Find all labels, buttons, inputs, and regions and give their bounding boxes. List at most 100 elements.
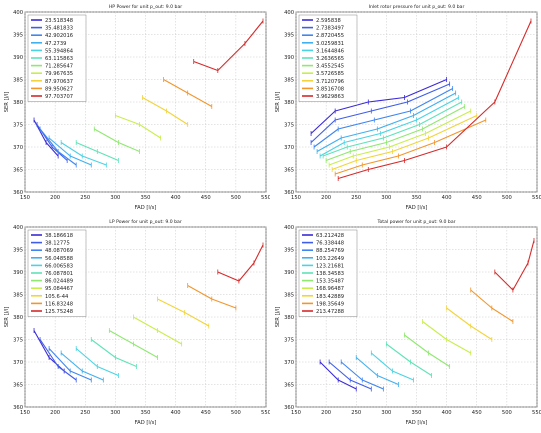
legend-label: 153.35487 <box>316 279 344 285</box>
x-tick-label: 500 <box>502 195 512 201</box>
chart-svg: Inlet rotor pressure for unit p_out: 9.0… <box>275 4 541 211</box>
legend-label: 89.950627 <box>45 86 73 92</box>
y-tick-label: 380 <box>13 100 23 106</box>
y-tick-label: 370 <box>13 360 23 366</box>
legend-label: 116.83248 <box>45 301 73 307</box>
x-tick-label: 250 <box>351 195 361 201</box>
x-tick-label: 150 <box>291 195 301 201</box>
legend-label: 38.12775 <box>45 241 70 247</box>
chart-title: LP Power for unit p_out: 9.0 bar <box>109 219 182 225</box>
legend-label: 138.34583 <box>316 271 344 277</box>
y-tick-label: 395 <box>284 32 294 38</box>
x-tick-label: 500 <box>231 195 241 201</box>
x-tick-label: 150 <box>291 410 301 416</box>
x-tick-label: 300 <box>381 195 391 201</box>
legend-label: 3.0259831 <box>316 41 344 47</box>
y-tick-label: 400 <box>284 10 294 16</box>
y-tick-label: 390 <box>13 55 23 61</box>
x-tick-label: 350 <box>412 410 422 416</box>
x-axis-label: FAD [l/s] <box>406 205 428 211</box>
chart-svg: HP Power for unit p_out: 9.0 bar 150 200 25… <box>4 4 271 211</box>
y-tick-label: 360 <box>284 405 294 411</box>
legend-label: 87.970637 <box>45 79 73 85</box>
legend-label: 55.394864 <box>45 48 74 54</box>
x-axis-label: FAD [l/s] <box>135 420 157 426</box>
legend-label: 86.024489 <box>45 279 73 285</box>
series-line <box>193 20 264 72</box>
x-axis-label: FAD [l/s] <box>135 205 157 211</box>
x-tick-label: 500 <box>502 410 512 416</box>
y-tick-label: 365 <box>13 167 23 173</box>
y-tick-label: 360 <box>13 190 23 196</box>
legend-label: 71.285647 <box>45 64 73 70</box>
chart-hp-power: HP Power for unit p_out: 9.0 bar 150 200 25… <box>0 0 271 214</box>
x-axis-label: FAD [l/s] <box>406 420 428 426</box>
legend-label: 23.518348 <box>45 18 73 24</box>
x-tick-label: 250 <box>351 410 361 416</box>
series-line <box>494 240 535 291</box>
y-tick-label: 360 <box>13 405 23 411</box>
y-tick-label: 375 <box>284 122 294 128</box>
y-tick-label: 375 <box>13 122 23 128</box>
y-tick-label: 385 <box>284 292 294 298</box>
legend-label: 3.2636565 <box>316 56 344 62</box>
x-tick-label: 450 <box>472 195 482 201</box>
legend-label: 76.338448 <box>316 241 344 247</box>
legend-label: 3.8516708 <box>316 86 344 92</box>
legend-label: 2.7383497 <box>316 26 344 32</box>
legend-label: 38.186618 <box>45 233 73 239</box>
y-axis-label: SER [J/l] <box>4 307 10 328</box>
chart-inlet-rotor-pressure: Inlet rotor pressure for unit p_out: 9.0… <box>271 0 541 214</box>
legend-label: 3.5726585 <box>316 71 344 77</box>
legend-label: 66.006583 <box>45 263 73 269</box>
y-tick-label: 375 <box>284 337 294 343</box>
y-tick-label: 400 <box>284 225 294 231</box>
x-tick-label: 400 <box>442 410 452 416</box>
x-tick-label: 550 <box>261 195 270 201</box>
x-tick-label: 350 <box>141 410 151 416</box>
legend-label: 76.087801 <box>45 271 73 277</box>
series-group <box>319 238 535 392</box>
legend-label: 103.22649 <box>316 256 344 262</box>
y-tick-label: 390 <box>284 55 294 61</box>
y-axis-label: SER [J/l] <box>275 92 281 113</box>
x-tick-label: 200 <box>321 410 331 416</box>
series-group <box>33 242 264 383</box>
series-line <box>217 244 264 282</box>
chart-total-power: Total power for unit p_out: 9.0 bar 150 20… <box>271 215 541 429</box>
x-tick-label: 200 <box>321 195 331 201</box>
x-tick-label: 550 <box>261 410 270 416</box>
series-group <box>33 18 264 168</box>
legend-label: 2.8720455 <box>316 33 344 39</box>
y-tick-label: 395 <box>13 32 23 38</box>
y-tick-label: 375 <box>13 337 23 343</box>
y-axis-label: SER [J/l] <box>275 307 281 328</box>
legend-label: 63.212428 <box>316 233 344 239</box>
x-tick-label: 150 <box>20 195 30 201</box>
x-tick-label: 550 <box>532 410 541 416</box>
y-tick-label: 380 <box>284 315 294 321</box>
legend-label: 213.47288 <box>316 309 344 315</box>
y-tick-label: 380 <box>13 315 23 321</box>
legend-label: 79.967635 <box>45 71 73 77</box>
y-tick-label: 390 <box>13 270 23 276</box>
x-tick-label: 400 <box>171 195 181 201</box>
x-tick-label: 400 <box>442 195 452 201</box>
legend-label: 48.087069 <box>45 248 73 254</box>
legend-label: 125.75248 <box>45 309 73 315</box>
y-tick-label: 395 <box>284 247 294 253</box>
x-tick-label: 400 <box>171 410 181 416</box>
y-tick-label: 380 <box>284 100 294 106</box>
y-tick-label: 400 <box>13 10 23 16</box>
chart-title: HP Power for unit p_out: 9.0 bar <box>109 4 182 10</box>
y-tick-label: 385 <box>13 77 23 83</box>
legend-label: 3.7120796 <box>316 79 344 85</box>
legend-label: 88.254769 <box>316 248 344 254</box>
x-tick-label: 350 <box>141 195 151 201</box>
x-tick-label: 550 <box>532 195 541 201</box>
x-tick-label: 500 <box>231 410 241 416</box>
x-tick-label: 450 <box>201 195 211 201</box>
legend-label: 105.6-44 <box>45 294 69 300</box>
legend-label: 47.2739 <box>45 41 66 47</box>
series-group <box>310 18 532 181</box>
